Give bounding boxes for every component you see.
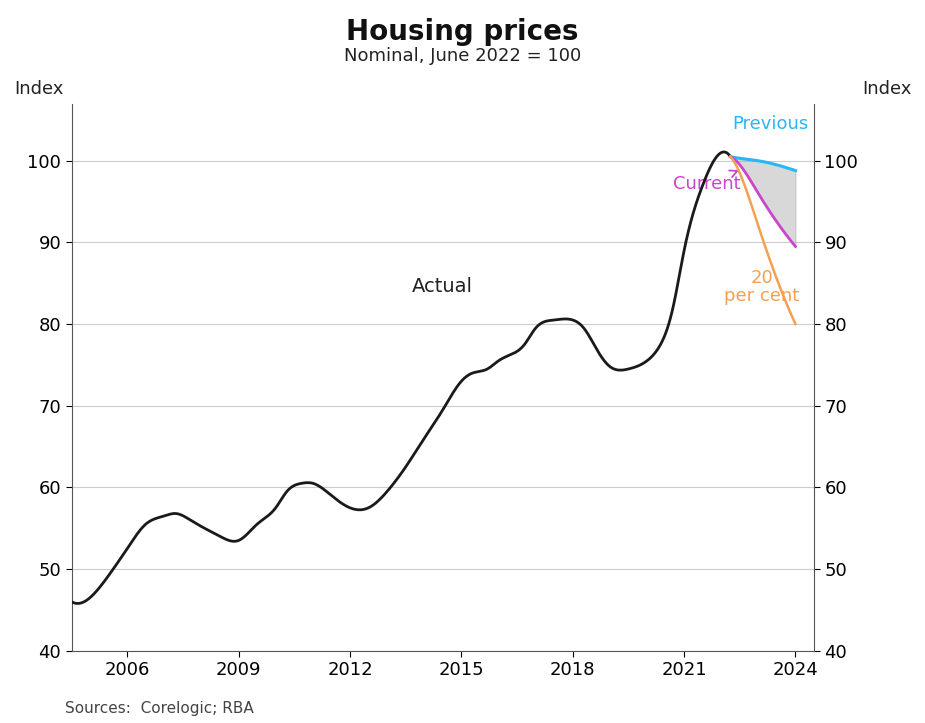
Text: Nominal, June 2022 = 100: Nominal, June 2022 = 100 xyxy=(344,47,581,65)
Text: Index: Index xyxy=(15,80,64,98)
Text: Actual: Actual xyxy=(413,276,474,296)
Text: per cent: per cent xyxy=(724,287,800,305)
Text: Housing prices: Housing prices xyxy=(346,18,579,46)
Text: Current: Current xyxy=(673,171,741,193)
Text: Sources:  Corelogic; RBA: Sources: Corelogic; RBA xyxy=(65,701,253,716)
Text: 20: 20 xyxy=(751,270,773,287)
Text: Index: Index xyxy=(862,80,912,98)
Text: Previous: Previous xyxy=(733,115,808,133)
